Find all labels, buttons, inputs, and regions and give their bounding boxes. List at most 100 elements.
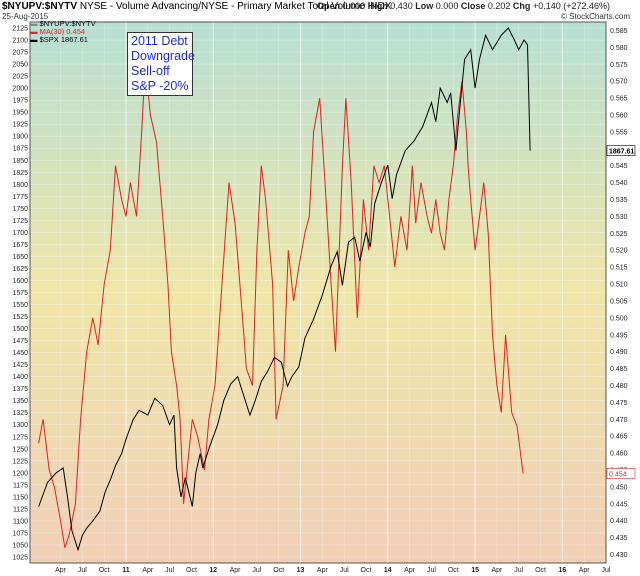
plot-border <box>29 21 607 564</box>
open-label: Open <box>317 1 341 11</box>
right-tick-label: 0.490 <box>610 349 628 356</box>
legend: ▬ $NYUPV:$NYTV ▬ MA(30) 0.454 ▬ $SPX 186… <box>30 20 96 44</box>
low-label: Low <box>415 1 434 11</box>
right-tick-label: 0.450 <box>610 484 628 491</box>
left-tick-label: 1950 <box>12 110 28 117</box>
ma-last-value: 0.454 <box>609 471 627 478</box>
left-tick-label: 1750 <box>12 206 28 213</box>
ma-last-value-box <box>606 468 636 479</box>
left-tick-label: 1500 <box>12 326 28 333</box>
x-tick-label: 11 <box>122 567 130 574</box>
right-tick-label: 0.545 <box>610 163 628 170</box>
x-tick-label: Jul <box>602 567 611 574</box>
legend-item-spx: ▬ $SPX 1867.61 <box>30 35 88 44</box>
x-tick-label: Apr <box>55 567 67 574</box>
x-tick-label: Jul <box>340 567 349 574</box>
legend-item-spx-label: $SPX 1867.61 <box>39 35 88 44</box>
high-label: High <box>367 1 388 11</box>
right-tick-label: 0.530 <box>610 214 628 221</box>
left-tick-label: 1300 <box>12 422 28 429</box>
right-tick-label: 0.460 <box>610 451 628 458</box>
x-tick-label: Oct <box>361 567 372 574</box>
year-lines <box>60 22 607 563</box>
x-tick-label: Jul <box>427 567 436 574</box>
annotation-line: Sell-off <box>131 64 170 78</box>
right-tick-label: 0.485 <box>610 366 628 373</box>
description-label: NYSE - Volume Advancing/NYSE - Primary M… <box>79 1 392 12</box>
close-label: Close <box>460 1 486 11</box>
right-tick-label: 0.465 <box>610 434 628 441</box>
left-tick-label: 1975 <box>12 98 28 105</box>
spx-last-value: 1867.61 <box>609 149 634 156</box>
right-tick-label: 0.510 <box>610 282 628 289</box>
right-tick-label: 0.430 <box>610 552 628 559</box>
right-tick-label: 0.560 <box>610 112 628 119</box>
left-tick-label: 2050 <box>12 62 28 69</box>
left-tick-label: 1225 <box>12 458 28 465</box>
left-tick-label: 1125 <box>13 506 28 513</box>
left-tick-label: 1375 <box>12 386 28 393</box>
right-tick-label: 0.480 <box>610 383 628 390</box>
x-tick-label: 16 <box>558 567 566 574</box>
copyright-label: © StockCharts.com <box>560 12 630 21</box>
left-tick-label: 1350 <box>12 398 28 405</box>
left-tick-label: 2125 <box>12 26 28 33</box>
left-tick-label: 1675 <box>12 242 28 249</box>
x-tick-label: Apr <box>491 567 503 574</box>
left-tick-label: 1875 <box>12 146 28 153</box>
x-tick-label: Jul <box>252 567 261 574</box>
left-tick-label: 1400 <box>12 374 28 381</box>
left-tick-label: 2025 <box>12 74 28 81</box>
left-tick-label: 1900 <box>12 134 28 141</box>
low-value: 0.000 <box>435 1 459 11</box>
right-tick-label: 0.535 <box>610 197 628 204</box>
left-tick-label: 1175 <box>13 482 28 489</box>
right-tick-label: 0.525 <box>610 231 628 238</box>
open-value: 0.000 <box>342 1 366 11</box>
left-tick-label: 1100 <box>13 518 28 525</box>
right-tick-label: 0.505 <box>610 298 628 305</box>
legend-item-ma-label: MA(30) 0.454 <box>39 27 86 36</box>
end-labels: 1867.61 0.454 <box>606 145 636 479</box>
high-value: 0.430 <box>390 1 413 11</box>
x-tick-label: Oct <box>99 567 110 574</box>
x-tick-label: Apr <box>404 567 416 574</box>
x-tick-label: Jul <box>165 567 174 574</box>
left-tick-label: 1450 <box>12 350 28 357</box>
left-tick-label: 1200 <box>12 470 28 477</box>
right-tick-label: 0.445 <box>610 501 628 508</box>
x-tick-label: Oct <box>273 567 284 574</box>
right-tick-label: 0.440 <box>610 518 628 525</box>
left-tick-label: 1575 <box>12 290 28 297</box>
chg-value: +0.140 (+272.46%) <box>532 1 610 11</box>
right-tick-label: 0.565 <box>610 96 628 103</box>
left-tick-label: 1525 <box>12 314 28 321</box>
left-tick-label: 1275 <box>12 434 28 441</box>
x-tick-label: Apr <box>579 567 591 574</box>
legend-item-ratio-label: $NYUPV:$NYTV <box>39 19 96 28</box>
left-tick-label: 1925 <box>12 122 28 129</box>
right-axis: 0.4300.4350.4400.4450.4500.4550.4600.465… <box>610 28 628 559</box>
annotation-line: S&P -20% <box>131 79 189 93</box>
x-tick-label: Apr <box>142 567 154 574</box>
annotation-line: Downgrade <box>131 49 195 63</box>
right-tick-label: 0.570 <box>610 79 628 86</box>
left-tick-label: 1250 <box>12 446 28 453</box>
x-tick-label: Oct <box>448 567 459 574</box>
left-tick-label: 1650 <box>12 254 28 261</box>
left-tick-label: 1725 <box>12 218 28 225</box>
right-tick-label: 0.580 <box>610 45 628 52</box>
left-tick-label: 2000 <box>12 86 28 93</box>
left-tick-label: 1625 <box>12 266 28 273</box>
right-tick-label: 0.515 <box>610 265 628 272</box>
right-tick-label: 0.470 <box>610 417 628 424</box>
left-tick-label: 1075 <box>12 530 28 537</box>
left-axis: 1025 1050 1075 1100 1125 1150 1175 1200 1225 1250… <box>12 26 28 562</box>
left-tick-label: 1025 <box>12 554 28 561</box>
right-tick-label: 0.585 <box>610 28 628 35</box>
ohlc-readout: Open 0.000 High 0.430 Low 0.000 Close 0.… <box>317 1 610 11</box>
x-tick-label: Oct <box>186 567 197 574</box>
right-tick-label: 0.500 <box>610 315 628 322</box>
right-tick-label: 0.540 <box>610 180 628 187</box>
x-tick-label: 13 <box>297 567 305 574</box>
